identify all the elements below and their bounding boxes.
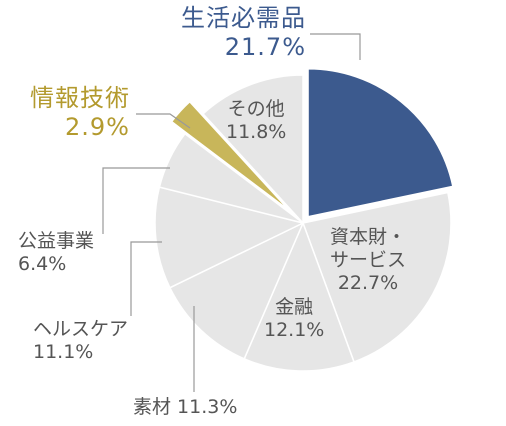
label-others: その他 11.8% [226,98,286,144]
label-financials-name: 金融 [275,296,314,318]
label-information-technology-name: 情報技術 [30,84,130,112]
label-utilities-value: 6.4% [18,252,67,275]
pie-slice-healthcare [154,186,306,289]
pie-slice-materials [168,221,305,360]
label-healthcare-value: 11.1% [33,340,94,363]
leader-line-healthcare [130,241,162,316]
label-information-technology-value: 2.9% [65,112,130,141]
pie-slice-daily-necessities [307,68,454,218]
leader-line-utilities [102,167,170,234]
pie-slice-utilities [158,132,304,224]
label-daily-necessities: 生活必需品 21.7% [181,4,306,62]
label-financials: 金融 12.1% [264,296,324,342]
label-utilities-name: 公益事業 [18,230,95,252]
label-healthcare-name: ヘルスケア [33,318,129,340]
pie-slice-others [201,74,304,225]
label-materials: 素材 11.3% [133,396,237,419]
label-healthcare: ヘルスケア 11.1% [33,318,128,364]
pie-slice-information-technology [170,100,291,212]
label-capital-goods: 資本財・ サービス 22.7% [330,226,406,294]
pie-slice-financials [243,220,355,372]
label-others-name: その他 [227,98,285,120]
label-daily-necessities-value: 21.7% [224,32,306,61]
leader-line-information-technology [136,113,191,129]
label-materials-text: 素材 11.3% [133,396,238,418]
label-capital-goods-value: 22.7% [337,271,399,294]
label-capital-goods-name-2: サービス [330,248,407,271]
label-capital-goods-name-1: 資本財・ [330,226,407,248]
label-others-value: 11.8% [226,120,287,143]
label-information-technology: 情報技術 2.9% [30,84,130,142]
label-financials-value: 12.1% [264,318,325,341]
label-daily-necessities-name: 生活必需品 [181,4,306,32]
pie-slice-capital-goods [301,191,452,363]
label-utilities: 公益事業 6.4% [18,230,94,276]
leader-line-daily-necessities [310,33,361,60]
